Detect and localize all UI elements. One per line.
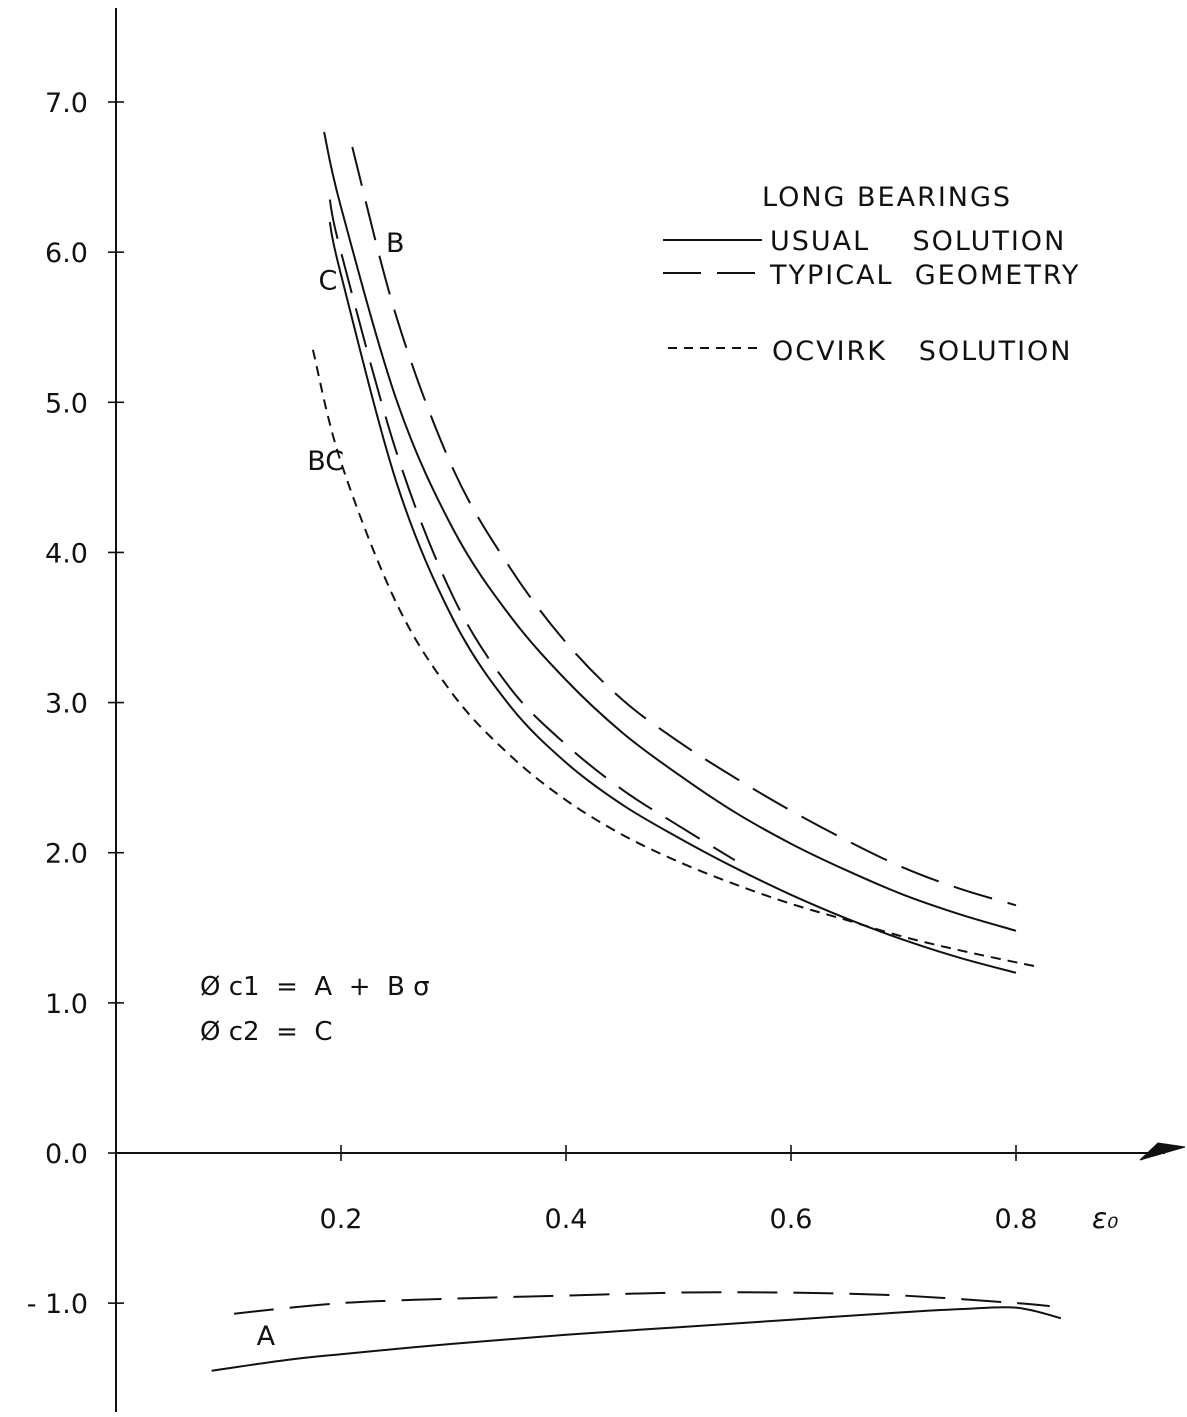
y-tick-label: 2.0 [45,839,88,870]
legend-label-ocvirk-solution: OCVIRK SOLUTION [772,336,1073,367]
y-tick-label: 5.0 [45,388,88,419]
y-tick-label: - 1.0 [27,1289,88,1320]
y-tick-label: 1.0 [45,989,88,1020]
series-line-bc-short-dash [311,349,1039,968]
series-line-a-solid [211,1306,1062,1372]
formula-annotation: Ø c1 = A + B σ Ø c2 = C [200,972,430,1047]
legend: LONG BEARINGS USUAL SOLUTION TYPICAL GEO… [663,182,1080,367]
axes [115,8,1186,1412]
curve-label-b: B [386,228,405,259]
series-line-c-long-dash [328,199,736,862]
formula-line-1: Ø c1 = A + B σ [200,972,430,1002]
y-ticks: 7.0 6.0 5.0 4.0 3.0 2.0 1.0 0.0 - 1.0 [27,88,124,1320]
series-line-a-long-dash [233,1291,1050,1315]
curves [211,131,1062,1372]
x-tick-label: 0.6 [770,1204,813,1235]
x-ticks: 0.2 0.4 0.6 0.8 [320,1145,1038,1235]
curve-label-c: C [319,266,338,297]
formula-line-2: Ø c2 = C [200,1017,333,1047]
x-axis-arrow [1139,1142,1186,1161]
legend-label-usual-solution: USUAL SOLUTION [770,226,1066,257]
x-tick-label: 0.2 [320,1204,363,1235]
y-tick-label: 6.0 [45,238,88,269]
y-tick-label: 4.0 [45,538,88,569]
series-line-c-solid [328,221,1017,974]
series-line-b-long-dash [351,146,1017,907]
y-tick-label: 3.0 [45,689,88,720]
legend-label-typical-geometry: TYPICAL GEOMETRY [769,260,1080,291]
curve-label-bc: BC [307,446,344,477]
y-tick-label: 7.0 [45,88,88,119]
curve-label-a: A [257,1321,276,1352]
y-tick-label: 0.0 [45,1139,88,1170]
legend-title: LONG BEARINGS [762,182,1012,213]
x-tick-label: 0.8 [995,1204,1038,1235]
x-tick-label: 0.4 [545,1204,588,1235]
series-line-b-solid [323,131,1017,932]
x-axis-label: ε₀ [1092,1202,1118,1235]
